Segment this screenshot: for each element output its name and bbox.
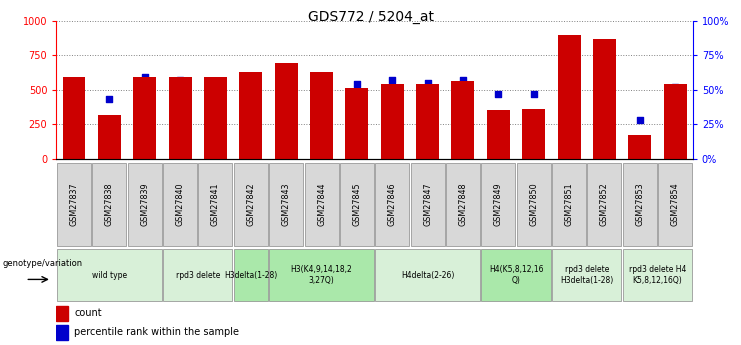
Text: GSM27854: GSM27854 (671, 183, 679, 226)
FancyBboxPatch shape (163, 249, 233, 301)
FancyBboxPatch shape (446, 163, 480, 246)
Text: H4delta(2-26): H4delta(2-26) (401, 270, 454, 280)
Point (245, 73, 256, 79)
FancyBboxPatch shape (552, 249, 622, 301)
Bar (381, 84, 404, 159)
FancyBboxPatch shape (658, 163, 692, 246)
FancyBboxPatch shape (623, 163, 657, 246)
Text: GSM27849: GSM27849 (494, 183, 503, 226)
Bar (345, 88, 368, 159)
Text: H3(K4,9,14,18,2
3,27Q): H3(K4,9,14,18,2 3,27Q) (290, 265, 353, 285)
Bar (451, 81, 474, 159)
Point (422, 80, 433, 86)
Point (599, 69, 611, 75)
Text: GSM27841: GSM27841 (211, 183, 220, 226)
FancyBboxPatch shape (375, 163, 409, 246)
Bar (664, 84, 687, 159)
Bar (62, 77, 85, 159)
FancyBboxPatch shape (199, 163, 233, 246)
FancyBboxPatch shape (516, 163, 551, 246)
FancyBboxPatch shape (234, 163, 268, 246)
FancyBboxPatch shape (163, 163, 197, 246)
Bar (522, 109, 545, 159)
Bar (204, 77, 227, 159)
Point (68, 80, 80, 86)
Text: GDS772 / 5204_at: GDS772 / 5204_at (308, 10, 433, 24)
Text: GSM27851: GSM27851 (565, 183, 574, 226)
Text: GSM27838: GSM27838 (105, 183, 114, 226)
FancyBboxPatch shape (588, 163, 622, 246)
FancyBboxPatch shape (93, 163, 126, 246)
Bar (628, 135, 651, 159)
FancyBboxPatch shape (269, 163, 303, 246)
Text: GSM27844: GSM27844 (317, 183, 326, 226)
Text: H4(K5,8,12,16
Q): H4(K5,8,12,16 Q) (489, 265, 543, 285)
FancyBboxPatch shape (127, 163, 162, 246)
Bar (169, 77, 192, 159)
Bar (487, 110, 510, 159)
FancyBboxPatch shape (482, 249, 551, 301)
Point (634, 117, 645, 123)
Bar (239, 72, 262, 159)
Point (563, 69, 575, 75)
Point (528, 91, 539, 97)
Point (280, 77, 292, 83)
FancyBboxPatch shape (623, 249, 692, 301)
Text: GSM27840: GSM27840 (176, 183, 185, 226)
Text: GSM27847: GSM27847 (423, 183, 432, 226)
Point (351, 81, 363, 87)
Text: GSM27839: GSM27839 (140, 183, 149, 226)
Point (316, 77, 328, 83)
FancyBboxPatch shape (234, 249, 268, 301)
Text: GSM27852: GSM27852 (600, 183, 609, 226)
FancyBboxPatch shape (340, 163, 374, 246)
Point (669, 84, 681, 90)
FancyBboxPatch shape (305, 163, 339, 246)
FancyBboxPatch shape (482, 163, 515, 246)
Point (210, 80, 222, 86)
Point (104, 97, 116, 102)
Text: wild type: wild type (92, 270, 127, 280)
Text: rpd3 delete H4
K5,8,12,16Q): rpd3 delete H4 K5,8,12,16Q) (629, 265, 686, 285)
Point (174, 77, 186, 83)
Bar (98, 115, 121, 159)
Bar (310, 72, 333, 159)
Text: GSM27843: GSM27843 (282, 183, 290, 226)
Text: count: count (74, 308, 102, 318)
Bar (557, 34, 580, 159)
FancyBboxPatch shape (57, 163, 91, 246)
Bar (416, 84, 439, 159)
Text: rpd3 delete: rpd3 delete (176, 270, 220, 280)
Text: GSM27842: GSM27842 (246, 183, 256, 226)
Text: GSM27850: GSM27850 (529, 183, 538, 226)
Point (457, 77, 469, 83)
Bar (593, 39, 616, 159)
Point (493, 91, 505, 97)
Bar (56, 306, 67, 321)
Text: GSM27846: GSM27846 (388, 183, 396, 226)
Text: GSM27845: GSM27845 (353, 183, 362, 226)
Text: GSM27848: GSM27848 (459, 183, 468, 226)
FancyBboxPatch shape (375, 249, 480, 301)
Point (139, 75, 150, 80)
Text: rpd3 delete
H3delta(1-28): rpd3 delete H3delta(1-28) (560, 265, 614, 285)
Bar (133, 77, 156, 159)
Text: GSM27837: GSM27837 (70, 183, 79, 226)
FancyBboxPatch shape (411, 163, 445, 246)
Bar (275, 63, 298, 159)
FancyBboxPatch shape (57, 249, 162, 301)
Text: GSM27853: GSM27853 (635, 183, 644, 226)
Text: percentile rank within the sample: percentile rank within the sample (74, 327, 239, 337)
FancyBboxPatch shape (269, 249, 374, 301)
Point (386, 77, 398, 83)
Text: H3delta(1-28): H3delta(1-28) (225, 270, 277, 280)
FancyBboxPatch shape (552, 163, 586, 246)
Bar (56, 325, 67, 339)
Text: genotype/variation: genotype/variation (3, 259, 83, 268)
